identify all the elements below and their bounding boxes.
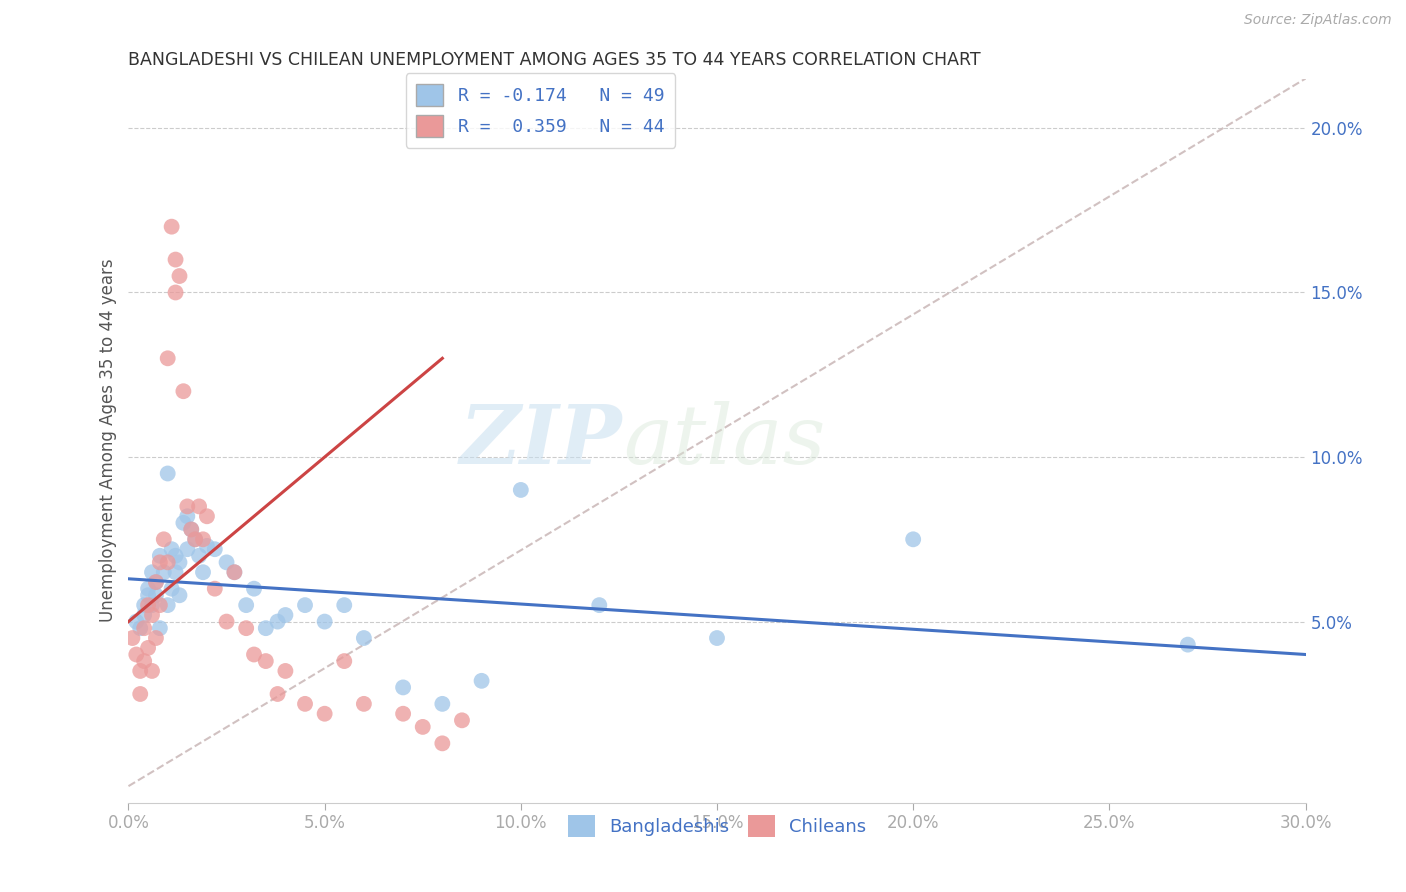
- Point: [412, 720, 434, 734]
- Point: [145, 588, 167, 602]
- Point: [134, 598, 156, 612]
- Point: [141, 598, 163, 612]
- Point: [509, 483, 531, 497]
- Point: [191, 566, 214, 580]
- Point: [145, 575, 167, 590]
- Point: [121, 631, 143, 645]
- Point: [274, 607, 297, 622]
- Point: [353, 697, 375, 711]
- Point: [160, 582, 183, 596]
- Point: [160, 542, 183, 557]
- Point: [243, 582, 266, 596]
- Point: [235, 598, 257, 612]
- Point: [235, 621, 257, 635]
- Point: [184, 533, 207, 547]
- Point: [432, 697, 454, 711]
- Text: atlas: atlas: [623, 401, 825, 481]
- Point: [204, 542, 226, 557]
- Point: [191, 533, 214, 547]
- Point: [314, 706, 336, 721]
- Point: [706, 631, 728, 645]
- Point: [165, 549, 187, 563]
- Point: [172, 384, 194, 399]
- Point: [176, 500, 198, 514]
- Point: [392, 706, 415, 721]
- Point: [134, 654, 156, 668]
- Point: [224, 566, 246, 580]
- Point: [149, 555, 172, 569]
- Point: [188, 500, 211, 514]
- Point: [152, 566, 174, 580]
- Point: [141, 607, 163, 622]
- Point: [254, 621, 277, 635]
- Point: [353, 631, 375, 645]
- Point: [156, 555, 179, 569]
- Point: [180, 523, 202, 537]
- Point: [145, 575, 167, 590]
- Point: [129, 687, 152, 701]
- Point: [149, 621, 172, 635]
- Point: [266, 687, 288, 701]
- Point: [149, 598, 172, 612]
- Point: [136, 582, 159, 596]
- Point: [432, 736, 454, 750]
- Point: [901, 533, 924, 547]
- Point: [125, 615, 148, 629]
- Point: [195, 509, 218, 524]
- Point: [169, 555, 191, 569]
- Point: [136, 640, 159, 655]
- Legend: R = -0.174   N = 49, R =  0.359   N = 44: R = -0.174 N = 49, R = 0.359 N = 44: [405, 73, 675, 148]
- Point: [188, 549, 211, 563]
- Point: [129, 621, 152, 635]
- Point: [160, 219, 183, 234]
- Point: [141, 566, 163, 580]
- Point: [125, 648, 148, 662]
- Point: [1177, 638, 1199, 652]
- Point: [136, 598, 159, 612]
- Point: [136, 588, 159, 602]
- Point: [176, 542, 198, 557]
- Point: [156, 598, 179, 612]
- Point: [145, 631, 167, 645]
- Point: [169, 268, 191, 283]
- Point: [156, 351, 179, 366]
- Point: [451, 714, 474, 728]
- Point: [129, 664, 152, 678]
- Point: [195, 539, 218, 553]
- Point: [134, 607, 156, 622]
- Point: [165, 566, 187, 580]
- Point: [266, 615, 288, 629]
- Point: [588, 598, 610, 612]
- Point: [314, 615, 336, 629]
- Point: [254, 654, 277, 668]
- Point: [471, 673, 494, 688]
- Point: [224, 566, 246, 580]
- Point: [165, 285, 187, 300]
- Text: BANGLADESHI VS CHILEAN UNEMPLOYMENT AMONG AGES 35 TO 44 YEARS CORRELATION CHART: BANGLADESHI VS CHILEAN UNEMPLOYMENT AMON…: [128, 51, 981, 69]
- Point: [243, 648, 266, 662]
- Point: [333, 598, 356, 612]
- Text: ZIP: ZIP: [460, 401, 623, 481]
- Point: [204, 582, 226, 596]
- Point: [176, 509, 198, 524]
- Point: [274, 664, 297, 678]
- Point: [184, 533, 207, 547]
- Point: [215, 555, 238, 569]
- Point: [152, 533, 174, 547]
- Point: [169, 588, 191, 602]
- Point: [392, 681, 415, 695]
- Point: [333, 654, 356, 668]
- Point: [215, 615, 238, 629]
- Point: [165, 252, 187, 267]
- Point: [180, 523, 202, 537]
- Point: [149, 549, 172, 563]
- Point: [294, 697, 316, 711]
- Point: [141, 664, 163, 678]
- Point: [156, 467, 179, 481]
- Point: [134, 621, 156, 635]
- Point: [294, 598, 316, 612]
- Y-axis label: Unemployment Among Ages 35 to 44 years: Unemployment Among Ages 35 to 44 years: [100, 259, 117, 623]
- Text: Source: ZipAtlas.com: Source: ZipAtlas.com: [1244, 13, 1392, 28]
- Point: [172, 516, 194, 530]
